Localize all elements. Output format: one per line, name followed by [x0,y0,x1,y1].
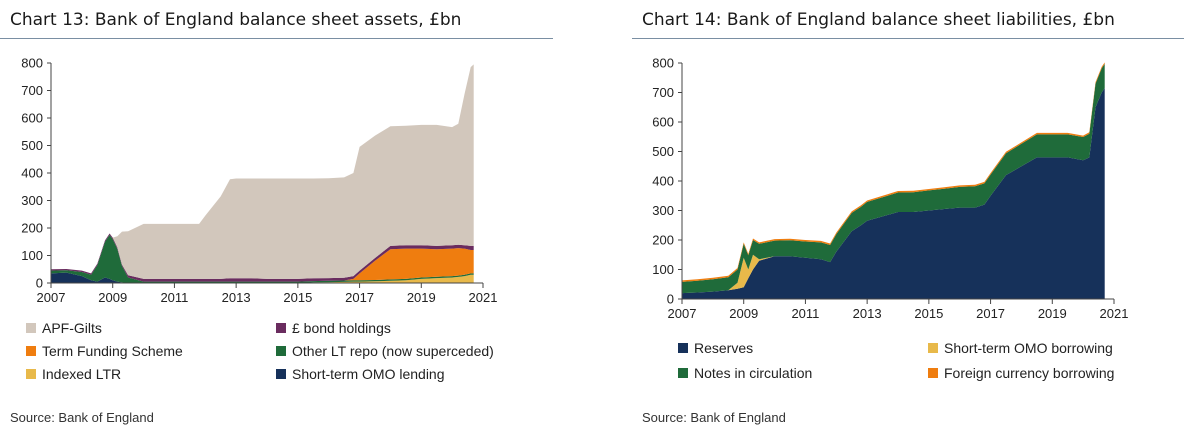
y-tick-label: 300 [21,193,43,208]
y-tick-label: 100 [652,262,674,277]
chart-title: Chart 13: Bank of England balance sheet … [10,10,462,30]
legend-label: Indexed LTR [42,366,122,382]
y-tick-label: 0 [667,292,674,307]
legend-swatch [26,323,36,333]
x-tick-label: 2007 [37,290,66,305]
legend-swatch [26,369,36,379]
legend-item: Indexed LTR [26,366,121,382]
chart-14-panel: Chart 14: Bank of England balance sheet … [632,0,1187,436]
legend-item: £ bond holdings [276,320,391,336]
area-series-short-term-omo-lending [51,272,474,283]
y-tick-label: 500 [21,138,43,153]
y-tick-label: 800 [21,56,43,71]
legend-label: Foreign currency borrowing [944,365,1115,381]
legend-swatch [928,343,938,353]
legend-swatch [276,323,286,333]
legend-swatch [276,369,286,379]
x-tick-label: 2019 [1038,306,1067,321]
x-tick-label: 2007 [668,306,697,321]
x-tick-label: 2013 [853,306,882,321]
legend-label: Short-term OMO lending [292,366,445,382]
source-note: Source: Bank of England [642,410,786,425]
area-series-other-lt-repo-now-superceded- [51,234,474,283]
area-series-reserves [682,88,1105,299]
legend-item: Foreign currency borrowing [928,365,1114,381]
x-tick-label: 2011 [791,306,819,321]
y-tick-label: 100 [21,248,43,263]
y-tick-label: 400 [652,174,674,189]
x-tick-label: 2013 [222,290,251,305]
legend-swatch [678,343,688,353]
legend-label: £ bond holdings [292,320,391,336]
y-tick-label: 200 [652,233,674,248]
title-divider [0,38,553,39]
area-series-indexed-ltr [51,272,474,283]
y-tick-label: 500 [652,144,674,159]
x-tick-label: 2021 [1100,306,1129,321]
chart-title: Chart 14: Bank of England balance sheet … [642,10,1115,30]
legend-item: Reserves [678,340,753,356]
area-series-term-funding-scheme [51,234,474,282]
legend-swatch [928,368,938,378]
source-note: Source: Bank of England [10,410,154,425]
x-tick-label: 2019 [407,290,436,305]
legend-label: Term Funding Scheme [42,343,183,359]
x-tick-label: 2015 [283,290,312,305]
y-tick-label: 0 [36,276,43,291]
y-tick-label: 200 [21,221,43,236]
y-tick-label: 400 [21,166,43,181]
legend-label: Notes in circulation [694,365,813,381]
y-tick-label: 700 [652,85,674,100]
legend-item: Notes in circulation [678,365,812,381]
y-tick-label: 300 [652,203,674,218]
legend-item: APF-Gilts [26,320,102,336]
legend-label: Reserves [694,340,754,356]
x-tick-label: 2011 [160,290,188,305]
y-tick-label: 800 [652,56,674,71]
x-tick-label: 2017 [345,290,374,305]
legend-swatch [26,346,36,356]
x-tick-label: 2009 [98,290,127,305]
y-tick-label: 700 [21,83,43,98]
chart-13-panel: Chart 13: Bank of England balance sheet … [0,0,560,436]
y-tick-label: 600 [652,115,674,130]
liabilities-area-chart: 0 100 200 300 400 500 600 700 800 2007 2009 2011 201… [652,56,1129,322]
area-series-apf-gilts [51,64,474,279]
legend-label: Short-term OMO borrowing [944,340,1113,356]
legend-label: Other LT repo (now superceded) [292,343,494,359]
legend-swatch [276,346,286,356]
x-tick-label: 2017 [976,306,1005,321]
legend-swatch [678,368,688,378]
legend-item: Other LT repo (now superceded) [276,343,494,359]
x-tick-label: 2021 [469,290,498,305]
legend-item: Short-term OMO lending [276,366,445,382]
x-tick-label: 2015 [914,306,943,321]
legend-label: APF-Gilts [42,320,102,336]
legend-item: Term Funding Scheme [26,343,183,359]
legend-item: Short-term OMO borrowing [928,340,1113,356]
title-divider [632,38,1184,39]
y-tick-label: 600 [21,111,43,126]
x-tick-label: 2009 [729,306,758,321]
assets-area-chart: 0 100 200 300 400 500 600 700 800 2007 2009 2011 201… [21,56,498,306]
